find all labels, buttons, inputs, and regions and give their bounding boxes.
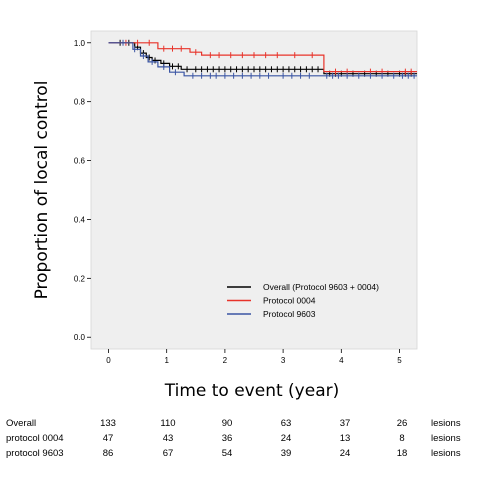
y-tick-label: 0.6	[74, 157, 86, 166]
y-tick-label: 0.2	[74, 274, 86, 283]
risk-count: 110	[160, 418, 176, 429]
y-tick-label: 1.0	[74, 39, 86, 48]
y-tick-label: 0.8	[74, 98, 86, 107]
risk-count: 63	[280, 418, 292, 429]
risk-count: 36	[221, 433, 233, 444]
risk-count: 24	[339, 448, 351, 459]
risk-row-label: protocol 0004	[6, 433, 64, 444]
risk-count: 26	[396, 418, 408, 429]
y-axis-title: Proportion of local control	[32, 81, 52, 300]
x-tick-label: 1	[164, 356, 169, 365]
y-tick-label: 0.0	[74, 333, 86, 342]
risk-unit: lesions	[431, 448, 461, 459]
risk-unit: lesions	[431, 433, 461, 444]
risk-count: 54	[221, 448, 233, 459]
risk-count: 67	[162, 448, 174, 459]
risk-count: 18	[396, 448, 408, 459]
risk-row-protocol-0004: protocol 0004 47 43 36 24 13 8 lesions	[6, 433, 476, 448]
plot-background	[90, 30, 418, 350]
risk-count: 133	[100, 418, 116, 429]
legend-label: Protocol 0004	[263, 296, 316, 306]
risk-row-label: Overall	[6, 418, 37, 429]
legend-label: Overall (Protocol 9603 + 0004)	[263, 282, 379, 292]
at-risk-table: Overall 133 110 90 63 37 26 lesions prot…	[6, 418, 476, 463]
y-tick-label: 0.4	[74, 215, 86, 224]
km-chart: 0.0 0.2 0.4 0.6 0.8 1.0 0 1 2 3 4 5 Overall (Protoc…	[32, 30, 418, 401]
x-tick-label: 2	[223, 356, 228, 365]
x-axis-title: Time to event (year)	[164, 381, 340, 401]
km-step-line	[108, 42, 417, 75]
risk-count: 24	[280, 433, 292, 444]
risk-count: 90	[221, 418, 233, 429]
legend: Overall (Protocol 9603 + 0004) Protocol 0…	[227, 282, 379, 319]
risk-count: 47	[102, 433, 114, 444]
risk-count: 13	[339, 433, 351, 444]
series-protocol-9603	[108, 39, 417, 79]
x-tick-label: 3	[281, 356, 286, 365]
legend-label: Protocol 9603	[263, 309, 316, 319]
risk-count: 86	[102, 448, 114, 459]
x-tick-label: 5	[397, 356, 402, 365]
x-tick-label: 4	[339, 356, 344, 365]
series-protocol-0004	[108, 39, 417, 75]
risk-count: 37	[339, 418, 351, 429]
risk-row-overall: Overall 133 110 90 63 37 26 lesions	[6, 418, 476, 433]
risk-count: 39	[280, 448, 292, 459]
risk-row-protocol-9603: protocol 9603 86 67 54 39 24 18 lesions	[6, 448, 476, 463]
axes: 0.0 0.2 0.4 0.6 0.8 1.0 0 1 2 3 4 5	[74, 39, 402, 365]
risk-row-label: protocol 9603	[6, 448, 64, 459]
risk-count: 43	[162, 433, 174, 444]
risk-unit: lesions	[431, 418, 461, 429]
risk-count: 8	[399, 433, 405, 444]
survival-curves	[108, 39, 417, 79]
x-tick-label: 0	[106, 356, 111, 365]
